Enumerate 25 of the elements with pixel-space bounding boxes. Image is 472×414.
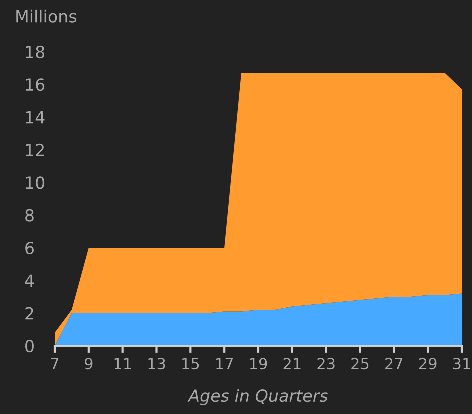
x-tick-label: 31: [453, 358, 470, 370]
y-tick-label: 2: [26, 307, 34, 320]
x-tick-label: 13: [148, 358, 166, 370]
y-tick-label: 12: [26, 144, 44, 156]
x-tick-label: 17: [216, 358, 233, 370]
x-tick-label: 29: [419, 358, 437, 370]
y-tick-label: 4: [25, 274, 34, 287]
y-tick-label: 6: [26, 242, 34, 255]
y-tick-label: 16: [26, 78, 45, 92]
x-tick-label: 19: [250, 358, 268, 370]
y-tick-label: 8: [26, 209, 34, 222]
x-tick-label: 27: [386, 358, 403, 370]
x-tick-label: 25: [352, 358, 369, 370]
y-axis-title: Millions: [16, 10, 77, 23]
y-tick-label: 0: [26, 340, 34, 353]
x-tick-label: 21: [284, 358, 301, 370]
y-tick-label: 10: [26, 176, 45, 190]
y-tick-label: 14: [26, 111, 45, 124]
x-tick-label: 9: [85, 358, 93, 370]
x-tick-label: 15: [182, 358, 200, 370]
x-tick-label: 11: [114, 358, 132, 370]
y-tick-label: 18: [26, 46, 45, 58]
x-axis-title: Ages in Quarters: [188, 389, 328, 406]
x-tick-label: 23: [318, 358, 335, 370]
x-tick-label: 7: [51, 358, 59, 370]
